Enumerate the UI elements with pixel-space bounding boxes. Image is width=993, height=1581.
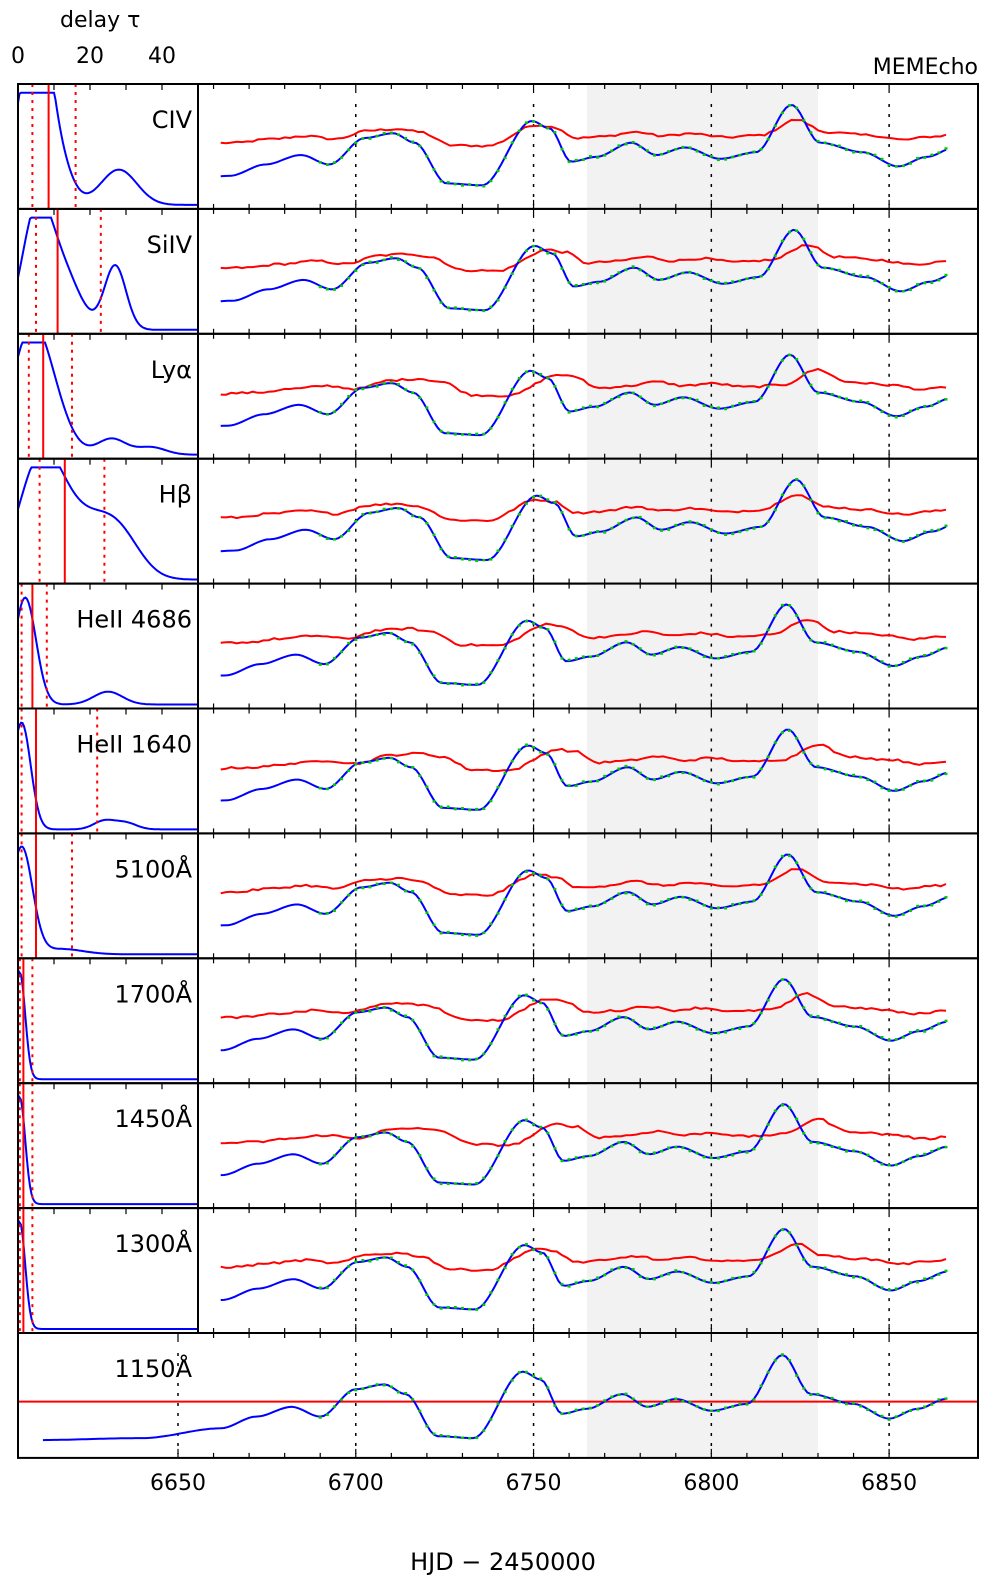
delay-tick-label: 40 <box>148 44 176 69</box>
time-tick-label: 6650 <box>150 1471 206 1496</box>
data-points <box>318 1228 948 1311</box>
transfer-function-curve <box>17 1094 198 1206</box>
transfer-function-curve <box>17 721 198 831</box>
data-points <box>318 1104 948 1186</box>
panel-label: 1450Å <box>115 1104 193 1133</box>
data-points <box>318 603 948 687</box>
delay-axis-label: delay τ <box>60 8 140 33</box>
delay-tick-label: 20 <box>76 44 104 69</box>
shaded-interval <box>586 1208 818 1333</box>
panel-frame <box>17 83 979 210</box>
driver-curve <box>220 1242 947 1272</box>
driver-curve <box>220 244 947 273</box>
panel-label: 1700Å <box>115 979 193 1008</box>
panel-frame <box>17 1332 979 1459</box>
panel-label: HeII 4686 <box>76 606 192 634</box>
panel-label: CIV <box>152 106 193 134</box>
data-points <box>318 353 948 436</box>
time-tick-label: 6700 <box>328 1471 384 1496</box>
delay-tick-label: 0 <box>11 44 25 69</box>
panel-label: HeII 1640 <box>76 731 192 759</box>
shaded-interval <box>586 208 818 334</box>
model-curve <box>220 603 947 686</box>
model-curve <box>42 1353 947 1442</box>
panel-label: Hβ <box>159 481 192 509</box>
shaded-interval <box>586 708 818 834</box>
driver-curve <box>220 619 947 647</box>
model-curve <box>220 1228 947 1311</box>
data-points <box>318 477 948 563</box>
driver-curve <box>220 743 947 772</box>
model-curve <box>220 728 947 811</box>
driver-curve <box>220 868 947 897</box>
panel-label: SiIV <box>147 231 193 259</box>
shaded-interval <box>586 1333 818 1458</box>
driver-curve <box>220 367 947 398</box>
transfer-function-curve <box>17 466 198 581</box>
model-curve <box>220 853 947 936</box>
model-curve <box>220 104 947 187</box>
shaded-interval <box>586 833 818 959</box>
panel-label: 1300Å <box>115 1229 193 1258</box>
data-points <box>318 978 948 1062</box>
shaded-interval <box>586 333 818 459</box>
shaded-interval <box>586 458 818 584</box>
model-curve <box>220 978 947 1061</box>
model-curve <box>220 478 947 561</box>
time-axis-label: HJD − 2450000 <box>410 1548 596 1576</box>
data-points <box>318 104 948 188</box>
time-tick-label: 6800 <box>683 1471 739 1496</box>
panel-label: 5100Å <box>115 854 193 883</box>
data-points <box>318 729 948 812</box>
driver-curve <box>220 1117 947 1148</box>
transfer-function-curve <box>17 341 199 456</box>
data-points <box>318 229 948 313</box>
transfer-function-curve <box>17 596 198 706</box>
model-curve <box>220 353 947 437</box>
transfer-function-curve <box>17 970 198 1081</box>
data-points <box>318 854 948 937</box>
panels-group: CIV SiIV Lyα Hβ HeII 4686 HeII 1640 5100Å 1700Å… <box>17 83 979 1496</box>
transfer-function-curve <box>17 1219 198 1330</box>
panel-label: Lyα <box>151 356 192 384</box>
driver-curve <box>220 494 947 523</box>
shaded-interval <box>586 84 818 209</box>
time-tick-label: 6850 <box>861 1471 917 1496</box>
time-tick-label: 6750 <box>506 1471 562 1496</box>
driver-curve <box>220 118 947 148</box>
panel-label: 1150Å <box>115 1354 193 1383</box>
model-curve <box>220 228 947 312</box>
transfer-function-curve <box>17 845 198 956</box>
panel-frame <box>17 457 979 585</box>
driver-curve <box>220 991 947 1023</box>
transfer-function-curve <box>17 216 198 331</box>
method-label: MEMEcho <box>873 55 978 80</box>
shaded-interval <box>586 1083 818 1209</box>
data-points <box>318 1353 948 1440</box>
model-curve <box>220 1103 947 1186</box>
shaded-interval <box>586 958 818 1084</box>
shaded-interval <box>586 583 818 709</box>
